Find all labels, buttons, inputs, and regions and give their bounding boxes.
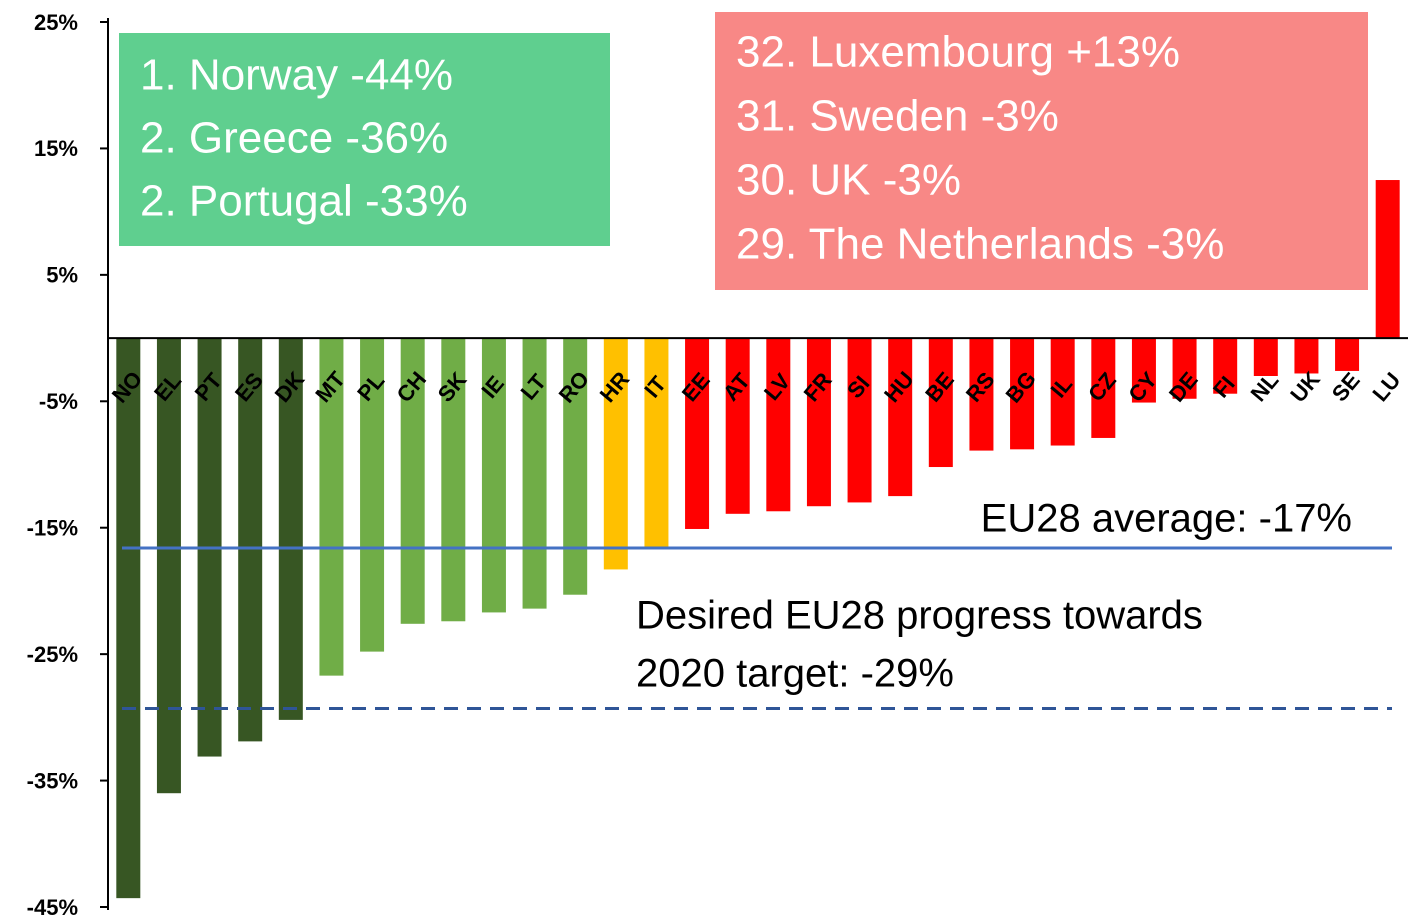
bar [1131,338,1156,403]
annotation-box [715,12,1368,290]
bar [441,338,466,622]
bar [603,338,628,570]
x-tick-label: NO [107,366,147,407]
x-tick-label: CZ [1083,368,1121,407]
annotation-text: 31. Sweden -3% [736,92,1059,141]
x-tick-label: PT [190,368,228,406]
reference-label: EU28 average: -17% [981,497,1352,541]
bar [360,338,385,652]
bar [1010,338,1035,450]
bar [644,338,669,547]
bar [481,338,506,613]
bar [847,338,872,503]
y-tick-label: -25% [27,642,78,667]
x-tick-label: HU [879,367,919,407]
bar [563,338,588,595]
bar [1375,180,1400,339]
bar [278,338,303,720]
bar [1335,338,1360,371]
bar [928,338,953,468]
x-tick-label: RO [554,366,594,407]
bar [806,338,831,507]
bar [1172,338,1197,399]
bar [888,338,913,497]
x-tick-label: BE [920,367,959,406]
annotation-text: 2. Greece -36% [140,114,448,163]
x-tick-label: SE [1327,368,1365,407]
x-tick-label: UK [1285,367,1325,407]
y-tick-label: 25% [34,10,78,35]
bar [116,338,141,899]
annotation-text: 32. Luxembourg +13% [736,28,1180,77]
bar [522,338,547,609]
x-tick-label: SK [433,367,472,407]
y-tick-label: -45% [27,895,78,920]
bar [156,338,181,794]
bar [319,338,344,676]
annotation-text: 29. The Netherlands -3% [736,220,1224,269]
bar [1050,338,1075,446]
bar [969,338,994,451]
x-tick-label: FR [799,368,837,407]
x-tick-label: MT [310,366,350,407]
y-tick-label: -5% [39,389,78,414]
x-tick-label: HR [595,367,635,407]
x-tick-label: DK [270,367,310,407]
bar [685,338,710,529]
bar [1294,338,1319,374]
annotation-text: 30. UK -3% [736,156,961,205]
reference-label: 2020 target: -29% [636,652,954,696]
x-tick-label: BG [1001,366,1041,407]
bar [766,338,791,512]
x-tick-label: DE [1164,367,1203,406]
x-tick-label: CY [1123,367,1162,407]
bar [1091,338,1116,438]
annotation-text: 1. Norway -44% [140,51,453,100]
bar [1253,338,1278,376]
bar [238,338,263,742]
bar [1213,338,1238,394]
x-tick-label: ES [230,368,268,407]
x-tick-label: LU [1367,368,1405,407]
x-tick-label: EE [677,368,715,407]
annotation-text: 2. Portugal -33% [140,177,468,226]
reference-label: Desired EU28 progress towards [636,594,1203,638]
bar [400,338,425,624]
y-tick-label: -35% [27,768,78,793]
x-tick-label: CH [392,367,432,407]
bar [725,338,750,514]
x-tick-label: RS [961,367,1000,406]
y-tick-label: 5% [46,263,78,288]
y-tick-label: 15% [34,136,78,161]
x-tick-label: NL [1246,368,1284,407]
annotation-box [119,33,610,246]
y-tick-label: -15% [27,516,78,541]
